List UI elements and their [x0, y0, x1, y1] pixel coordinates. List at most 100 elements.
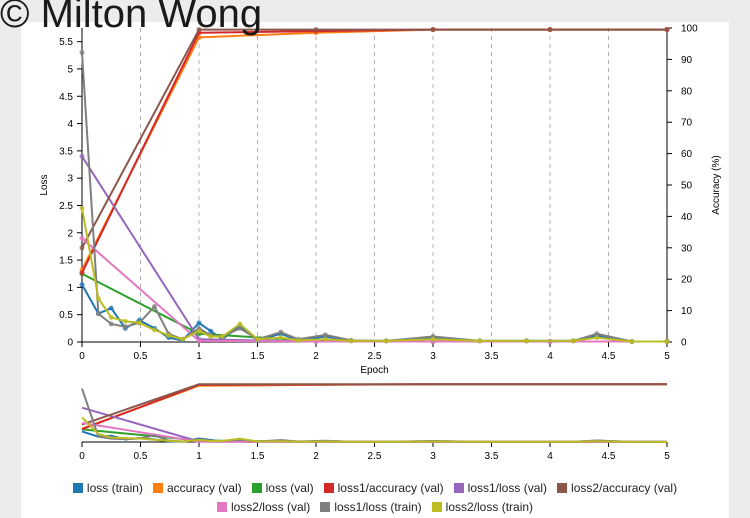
legend-item[interactable]: loss1/loss (train) [320, 498, 422, 515]
x-axis-label: Epoch [360, 365, 388, 376]
data-point [79, 270, 85, 276]
legend-item[interactable]: accuracy (val) [152, 479, 242, 496]
y2-tick-label: 20 [681, 275, 693, 286]
data-point [547, 27, 553, 33]
data-point [255, 336, 260, 342]
overview-x-tick-label: 1.5 [251, 451, 265, 462]
data-point [108, 305, 114, 311]
data-point [430, 27, 436, 33]
data-point [629, 338, 635, 344]
legend-swatch [152, 482, 163, 493]
data-point [477, 338, 483, 344]
y-tick-label: 1.5 [59, 256, 73, 267]
data-point [79, 153, 85, 159]
data-point [208, 328, 214, 334]
data-point [122, 318, 128, 324]
legend-item[interactable]: loss1/accuracy (val) [323, 479, 444, 496]
data-point [219, 334, 225, 340]
data-point [122, 324, 128, 330]
data-point [278, 329, 284, 335]
legend-swatch [323, 482, 334, 493]
data-point [313, 27, 319, 33]
series-line [81, 272, 667, 343]
x-tick-label: 5 [664, 351, 670, 362]
y-tick-label: 4 [67, 119, 73, 130]
legend-swatch [216, 501, 227, 512]
data-point [95, 295, 101, 301]
y-tick-label: 3.5 [59, 146, 73, 157]
x-tick-label: 0.5 [134, 351, 148, 362]
data-point [196, 27, 202, 33]
data-point [278, 335, 284, 341]
data-point [79, 50, 85, 56]
x-tick-label: 1.5 [251, 351, 265, 362]
data-point [196, 328, 202, 334]
legend-item[interactable]: loss2/loss (val) [216, 498, 310, 515]
legend-label: accuracy (val) [166, 480, 242, 495]
y-tick-label: 1 [67, 283, 73, 294]
legend-label: loss (train) [86, 480, 143, 495]
data-point [152, 304, 158, 310]
data-point [166, 332, 172, 338]
x-tick-label: 0 [79, 351, 85, 362]
legend-swatch [431, 501, 442, 512]
y2-tick-label: 70 [681, 118, 693, 129]
x-tick-label: 4.5 [602, 351, 616, 362]
data-point [322, 336, 328, 342]
data-point [594, 335, 600, 341]
legend-swatch [453, 482, 464, 493]
overview-x-tick-label: 0 [79, 451, 85, 462]
overview-x-tick-label: 2.5 [368, 451, 382, 462]
overview-series-line [81, 416, 667, 443]
y2-tick-label: 0 [681, 338, 687, 349]
legend-item[interactable]: loss2/accuracy (val) [557, 479, 677, 496]
data-point [208, 334, 214, 340]
legend-label: loss (val) [265, 480, 314, 495]
data-point [570, 338, 576, 344]
y-tick-label: 5 [67, 64, 73, 75]
y-tick-label: 4.5 [59, 92, 73, 103]
data-point [664, 27, 670, 33]
legend-label: loss1/loss (val) [467, 480, 548, 495]
legend-item[interactable]: loss (train) [72, 479, 143, 496]
data-point [348, 338, 354, 344]
y-tick-label: 3 [67, 174, 73, 185]
legend-item[interactable]: loss1/loss (val) [453, 479, 548, 496]
data-point [594, 331, 600, 337]
overview-x-tick-label: 4 [547, 451, 553, 462]
x-tick-label: 3.5 [485, 351, 499, 362]
data-point [108, 321, 114, 327]
legend-item[interactable]: loss (val) [251, 479, 314, 496]
data-point [196, 320, 202, 326]
y2-tick-label: 60 [681, 149, 693, 160]
y2-tick-label: 80 [681, 86, 693, 97]
legend-label: loss1/accuracy (val) [337, 480, 444, 495]
y2-tick-label: 10 [681, 306, 693, 317]
data-point [108, 314, 114, 320]
data-point [95, 311, 101, 317]
data-point [196, 338, 202, 344]
data-point [237, 325, 243, 331]
y2-tick-label: 40 [681, 212, 693, 223]
data-point [136, 320, 142, 326]
watermark: © Milton Wong [0, 0, 263, 36]
overview-x-tick-label: 5 [664, 451, 670, 462]
y-tick-label: 2.5 [59, 201, 73, 212]
overview-x-tick-label: 1 [196, 451, 202, 462]
data-point [79, 205, 85, 211]
overview-x-tick-label: 2 [313, 451, 319, 462]
y2-tick-label: 50 [681, 181, 693, 192]
overview-x-tick-label: 0.5 [134, 451, 148, 462]
legend-swatch [72, 482, 83, 493]
y-axis-label: Loss [39, 174, 50, 195]
y-tick-label: 0.5 [59, 310, 73, 321]
legend-swatch [251, 482, 262, 493]
series-line [81, 155, 667, 343]
data-point [524, 338, 530, 344]
overview-x-tick-label: 4.5 [602, 451, 616, 462]
legend-swatch [320, 501, 331, 512]
legend-item[interactable]: loss2/loss (train) [431, 498, 533, 515]
data-point [383, 338, 389, 344]
series-line [81, 28, 667, 249]
